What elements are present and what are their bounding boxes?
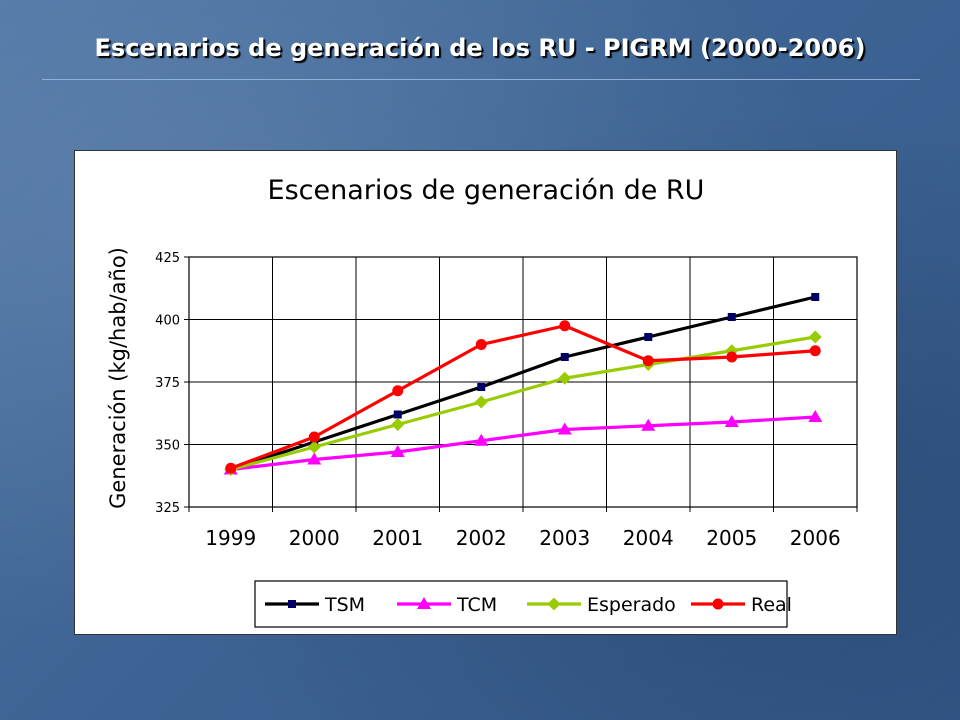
legend-item-tsm: TSM [265,594,365,616]
x-tick-label: 2000 [289,526,340,550]
data-point-tcm [474,433,489,446]
axis-layer: 325 350 375 400 425 1999 2000 2001 2002 2003 2004 2… [155,251,841,550]
x-tick-label: 2006 [790,526,841,550]
legend-label: TCM [456,594,497,616]
data-point-real [225,462,237,474]
data-point-real [809,345,821,357]
data-point-real [642,355,654,367]
legend-item-esperado: Esperado [527,594,676,616]
series-line-real [230,324,816,470]
series-layer [223,293,823,476]
slide-title: Escenarios de generación de los RU - PIG… [94,34,866,62]
legend-marker [288,600,296,608]
data-point-tcm [724,415,739,427]
data-point-real [559,320,571,332]
legend: TSM TCM Esperado Real [254,580,792,628]
legend-item-tcm: TCM [397,594,497,616]
data-point-esperado [391,418,405,431]
x-tick-label: 2001 [372,526,423,550]
x-tick-label: 1999 [205,526,256,550]
series-line-tcm [230,415,816,472]
data-point-real [392,385,404,397]
x-tick-label: 2002 [456,526,507,550]
legend-marker [417,597,431,609]
data-point-real [308,431,320,443]
data-point-tcm [390,445,405,457]
y-tick-label: 400 [155,314,180,329]
y-tick-label: 350 [155,439,180,454]
series-line-tsm [230,295,816,472]
x-tick-label: 2003 [539,526,590,550]
title-divider [42,79,920,80]
y-tick-label: 425 [155,251,180,266]
y-tick-label: 375 [155,376,180,391]
grid-layer [188,256,858,512]
data-point-esperado [808,330,822,344]
data-point-tsm [644,333,653,341]
data-point-tcm [307,452,322,465]
data-point-tcm [557,422,572,435]
chart-title: Escenarios de generación de RU [268,175,705,206]
legend-label: Esperado [587,594,676,616]
data-point-esperado [307,440,321,454]
data-point-esperado [474,395,488,409]
data-point-tcm [808,410,823,422]
legend-marker [547,597,561,611]
series-line-esperado [230,335,816,472]
data-point-tsm [477,383,486,391]
data-point-real [475,339,487,350]
x-tick-label: 2005 [706,526,757,550]
data-point-tsm [560,353,569,361]
series-real [225,320,821,474]
legend-label: Real [751,594,792,616]
legend-marker [712,598,724,610]
chart-frame: Escenarios de generación de RU Generació… [74,150,897,635]
y-axis-label: Generación (kg/hab/año) [106,247,130,509]
data-point-real [726,351,738,363]
legend-item-real: Real [691,594,792,616]
data-point-tsm [811,293,820,301]
line-chart: Escenarios de generación de RU Generació… [106,175,858,628]
data-point-esperado [558,371,572,385]
data-point-tsm [393,410,402,419]
data-point-tsm [727,313,736,321]
x-tick-label: 2004 [623,526,674,550]
y-tick-label: 325 [155,501,180,516]
legend-label: TSM [324,594,365,616]
data-point-tcm [641,418,656,431]
